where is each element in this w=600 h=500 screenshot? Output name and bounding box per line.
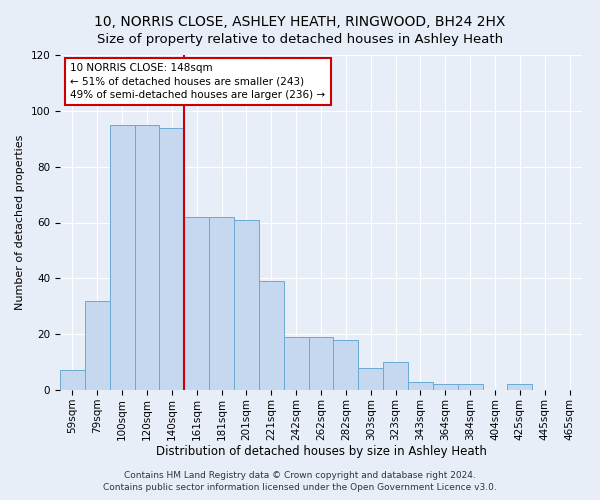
Bar	[408, 382, 433, 390]
Bar	[259, 281, 284, 390]
Text: Size of property relative to detached houses in Ashley Heath: Size of property relative to detached ho…	[97, 32, 503, 46]
Bar	[184, 217, 209, 390]
Bar	[85, 300, 110, 390]
Bar	[508, 384, 532, 390]
Bar	[308, 337, 334, 390]
Bar	[209, 217, 234, 390]
Bar	[433, 384, 458, 390]
Text: 10 NORRIS CLOSE: 148sqm
← 51% of detached houses are smaller (243)
49% of semi-d: 10 NORRIS CLOSE: 148sqm ← 51% of detache…	[70, 64, 326, 100]
Bar	[60, 370, 85, 390]
Text: 10, NORRIS CLOSE, ASHLEY HEATH, RINGWOOD, BH24 2HX: 10, NORRIS CLOSE, ASHLEY HEATH, RINGWOOD…	[94, 15, 506, 29]
Bar	[383, 362, 408, 390]
Y-axis label: Number of detached properties: Number of detached properties	[15, 135, 25, 310]
Bar	[458, 384, 482, 390]
Bar	[234, 220, 259, 390]
Text: Contains HM Land Registry data © Crown copyright and database right 2024.
Contai: Contains HM Land Registry data © Crown c…	[103, 471, 497, 492]
Bar	[160, 128, 184, 390]
X-axis label: Distribution of detached houses by size in Ashley Heath: Distribution of detached houses by size …	[155, 446, 487, 458]
Bar	[358, 368, 383, 390]
Bar	[284, 337, 308, 390]
Bar	[334, 340, 358, 390]
Bar	[110, 125, 134, 390]
Bar	[134, 125, 160, 390]
